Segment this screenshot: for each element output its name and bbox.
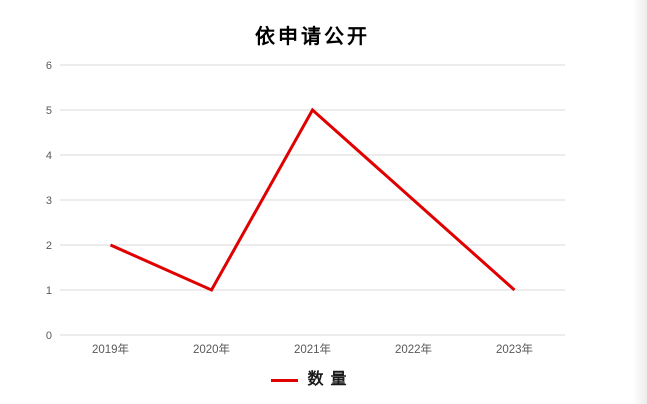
legend-series-label: 数量: [307, 371, 354, 388]
data-series-line: [109, 107, 516, 292]
y-tick-label: 6: [46, 60, 52, 72]
y-tick-label: 5: [46, 105, 52, 117]
x-tick-label: 2023年: [496, 342, 533, 356]
x-tick-label: 2019年: [92, 342, 129, 356]
y-tick-label: 1: [46, 285, 52, 297]
legend: 数量: [60, 372, 565, 388]
legend-line-swatch: [271, 378, 299, 382]
chart-title: 依申请公开: [255, 26, 370, 48]
y-tick-label: 4: [46, 150, 52, 162]
y-tick-label: 3: [46, 195, 52, 207]
y-tick-label: 0: [46, 330, 52, 342]
x-tick-label: 2020年: [193, 342, 230, 356]
x-tick-label: 2021年: [294, 342, 331, 356]
y-tick-label: 2: [46, 240, 52, 252]
x-tick-label: 2022年: [395, 342, 432, 356]
